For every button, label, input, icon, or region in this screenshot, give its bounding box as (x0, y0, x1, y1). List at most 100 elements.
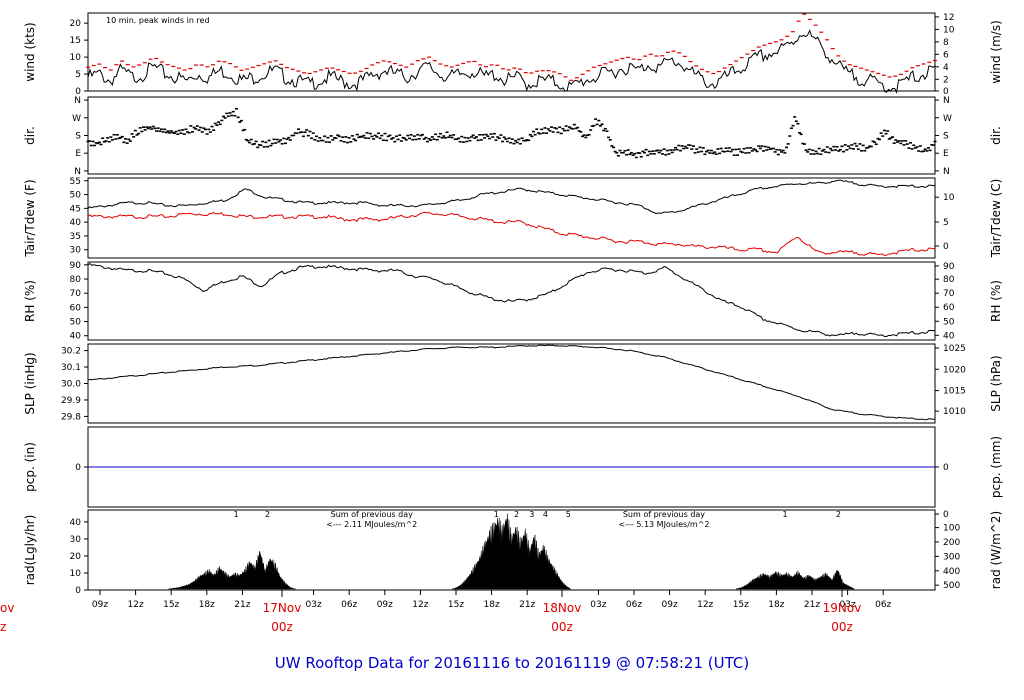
x-axis: 09z 12z 15z 18z 21z 03z 06z 09z 12z 15z 18z 21z 03z 0… (0, 590, 892, 634)
rh-ylabel-right: RH (%) (989, 280, 1003, 322)
dir-ytick-label-left: E (75, 149, 81, 159)
rh-ytick-label-right: 50 (943, 317, 955, 327)
temp-ytick-label-right: 5 (943, 218, 949, 228)
wind-ytick-label-left: 20 (70, 19, 82, 29)
wind-ytick-label-right: 6 (943, 50, 949, 60)
rad-ylabel-right: rad (W/m^2) (989, 511, 1003, 589)
wind-ylabel-left: wind (kts) (23, 22, 37, 81)
x-tick-label: 12z (697, 600, 713, 610)
x-tick-label: 18z (199, 600, 215, 610)
dir-ytick-label-left: W (72, 114, 81, 124)
rad-hour-number: 3 (529, 510, 534, 519)
dir-ytick-label-left: N (74, 96, 81, 106)
wind-speed-line (87, 29, 936, 95)
slp-ytick-label-right: 1025 (943, 344, 966, 354)
rad-ytick-label-left: 30 (70, 535, 82, 545)
rh-frame (87, 261, 936, 341)
rad-ytick-label-right: 0 (943, 510, 949, 520)
rh-ytick-label-right: 90 (943, 262, 955, 272)
dir-ytick-label-right: W (943, 114, 952, 124)
rad-hour-number: 1 (783, 510, 788, 519)
rh-ytick-label-right: 80 (943, 275, 955, 285)
temp-ylabel-left: Tair/Tdew (F) (23, 179, 37, 257)
slp-ytick-label-right: 1020 (943, 365, 966, 375)
rad-hour-number: 1 (234, 510, 239, 519)
x-tick-label: 15z (733, 600, 749, 610)
temp-ytick-label-left: 50 (70, 191, 82, 201)
dir-ytick-label-right: N (943, 167, 950, 177)
dir-ytick-label-left: N (74, 167, 81, 177)
rad-frame (87, 509, 936, 591)
temp-ytick-label-left: 55 (70, 177, 81, 187)
tdew-line (87, 211, 936, 257)
rad-ytick-label-right: 300 (943, 552, 960, 562)
tair-line (87, 179, 936, 215)
dir-ylabel-right: dir. (989, 126, 1003, 145)
rad-ylabel-left: rad(Lgly/hr) (23, 515, 37, 586)
rad-ytick-label-right: 200 (943, 538, 960, 548)
x-tick-label: 15z (448, 600, 464, 610)
rh-ytick-label-left: 40 (70, 332, 82, 342)
rad-ytick-label-left: 10 (70, 569, 82, 579)
x-tick-label: 09z (377, 600, 393, 610)
rad-day-area (168, 551, 296, 590)
wind-ytick-label-right: 8 (943, 38, 949, 48)
rad-hour-number: 5 (566, 510, 571, 519)
rad-ytick-label-right: 100 (943, 524, 960, 534)
x-tick-label: 06z (341, 600, 357, 610)
x-tick-label: 18z (484, 600, 500, 610)
slp-ytick-label-left: 30.2 (61, 347, 81, 357)
wind-frame (87, 12, 936, 92)
wind-ytick-label-right: 2 (943, 75, 949, 85)
x-tick-label: 06z (626, 600, 642, 610)
temp-ytick-label-left: 35 (70, 232, 81, 242)
rad-ytick-label-left: 0 (75, 586, 81, 596)
wind-ytick-label-left: 5 (75, 70, 81, 80)
dir-ytick-label-right: N (943, 96, 950, 106)
rad-sum-value: <--- 2.11 MJoules/m^2 (326, 520, 417, 529)
temp-frame (87, 177, 936, 259)
rad-ytick-label-left: 40 (70, 518, 82, 528)
wind-peak-note: 10 min. peak winds in red (106, 16, 210, 25)
rh-ytick-label-left: 70 (70, 289, 82, 299)
pcp-ytick-label-right: 0 (943, 463, 949, 473)
x-tick-label: 21z (234, 600, 250, 610)
day-label-date: 19Nov (823, 601, 862, 615)
x-tick-label: 06z (875, 600, 891, 610)
dir-frame (87, 96, 936, 175)
temp-ytick-label-right: 0 (943, 242, 949, 252)
rad-sum-title: Sum of previous day (331, 510, 413, 519)
slp-ytick-label-left: 29.8 (61, 412, 81, 422)
x-tick-label: 12z (128, 600, 144, 610)
dir-ytick-label-left: S (75, 132, 81, 142)
pcp-ytick-label-left: 0 (75, 463, 81, 473)
day-label-date: 17Nov (263, 601, 302, 615)
x-tick-label: 03z (590, 600, 606, 610)
x-tick-label: 09z (92, 600, 108, 610)
rad-sum-title: Sum of previous day (623, 510, 705, 519)
page-title: UW Rooftop Data for 20161116 to 20161119… (275, 654, 749, 672)
rad-ytick-label-right: 400 (943, 567, 960, 577)
slp-frame (87, 343, 936, 424)
wind-ytick-label-right: 0 (943, 87, 949, 97)
wind-ytick-label-right: 4 (943, 63, 949, 73)
rh-ytick-label-left: 80 (70, 275, 82, 285)
day-label-time: 00z (831, 620, 853, 634)
wind-ytick-label-left: 15 (70, 36, 81, 46)
rad-ytick-label-right: 500 (943, 581, 960, 591)
rh-ytick-label-left: 50 (70, 318, 82, 328)
temp-ytick-label-left: 45 (70, 204, 81, 214)
rad-hour-number: 2 (514, 510, 519, 519)
wind-ytick-label-right: 10 (943, 25, 955, 35)
rad-day-area (452, 513, 571, 590)
slp-ytick-label-left: 30.1 (61, 363, 81, 373)
rh-ytick-label-right: 70 (943, 289, 955, 299)
dir-ylabel-left: dir. (23, 126, 37, 145)
rad-hour-number: 1 (494, 510, 499, 519)
rad-hour-number: 2 (836, 510, 841, 519)
dir-ytick-label-right: E (943, 149, 949, 159)
day-label-time: 00z (271, 620, 293, 634)
day-label-time-cut: z (0, 620, 6, 634)
wind-ylabel-right: wind (m/s) (989, 20, 1003, 84)
slp-ytick-label-right: 1010 (943, 407, 966, 417)
